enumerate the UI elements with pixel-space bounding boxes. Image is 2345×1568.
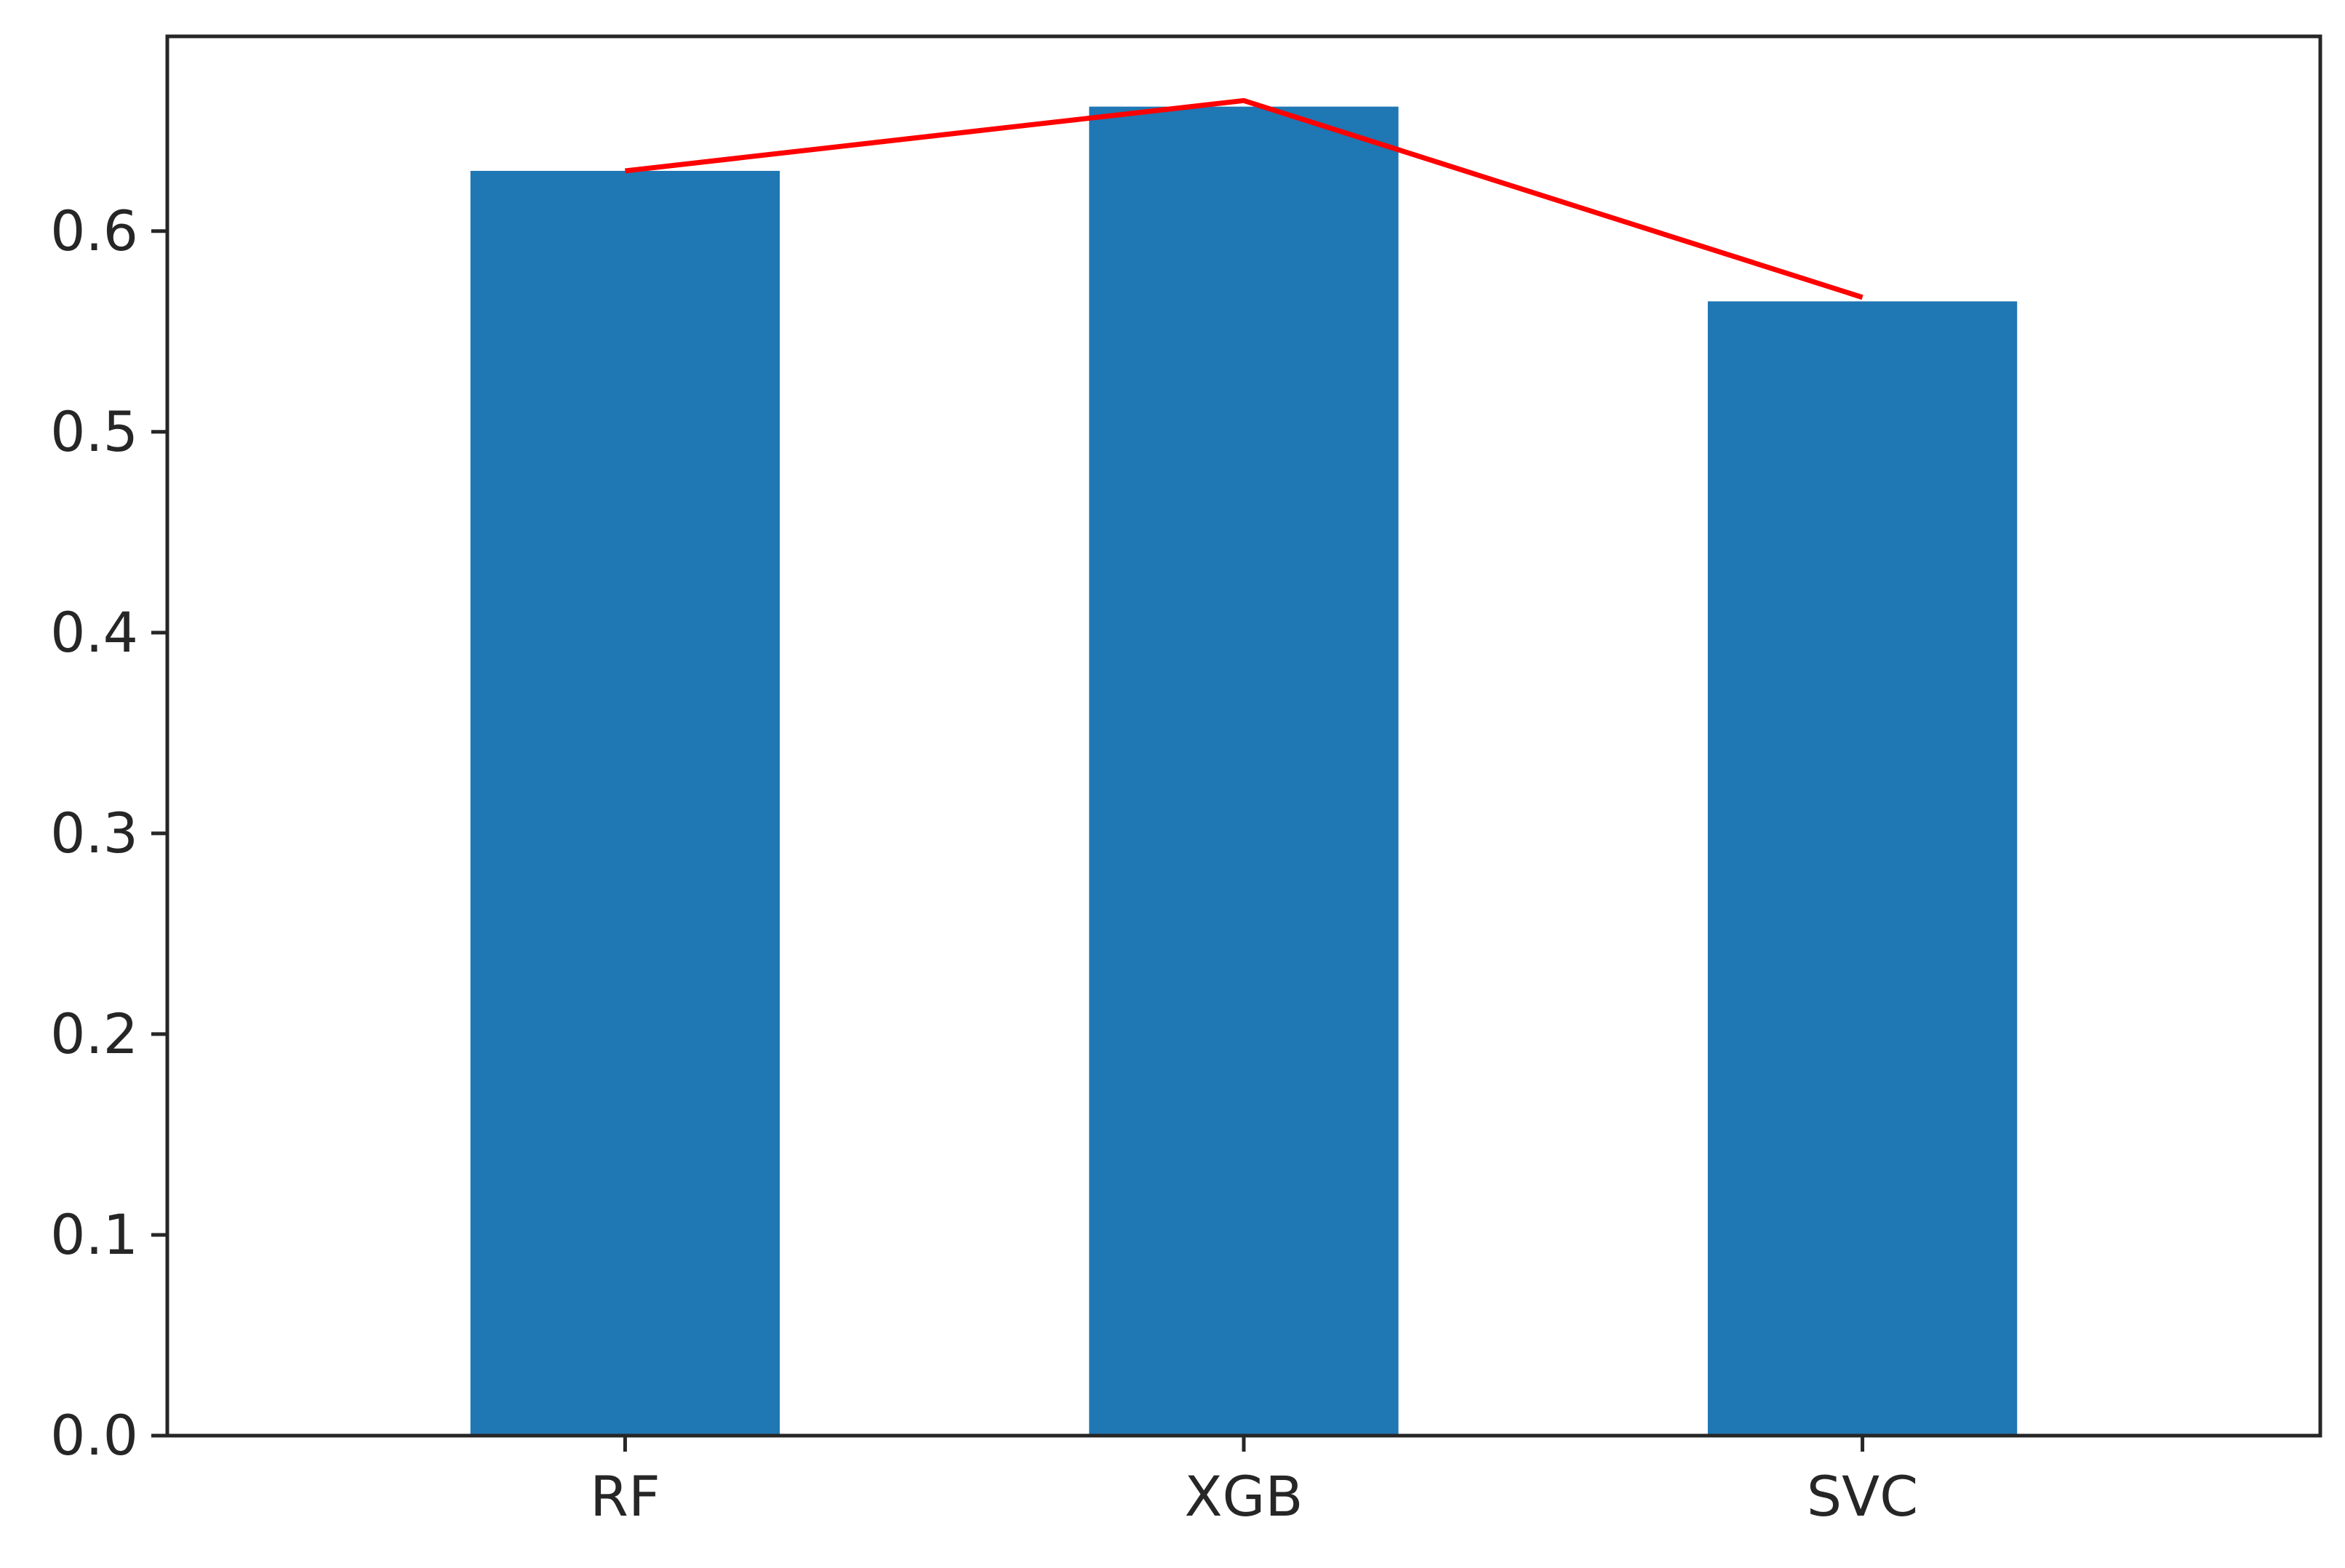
trend-line: [625, 97, 1863, 300]
x-tick-label-rf: RF: [590, 1464, 660, 1529]
y-tick-label: 0.6: [50, 199, 138, 263]
y-tick-label: 0.4: [50, 600, 138, 665]
bars: [470, 106, 2018, 1436]
x-tick-label-svc: SVC: [1807, 1464, 1918, 1529]
bar-svc: [1707, 301, 2018, 1436]
y-axis: 0.0 0.1 0.2 0.3 0.4 0.5 0.6: [50, 199, 167, 1468]
y-tick-label: 0.0: [50, 1403, 138, 1468]
bar-rf: [470, 170, 780, 1436]
y-tick-label: 0.5: [50, 399, 138, 464]
y-tick-label: 0.3: [50, 801, 138, 865]
bar-xgb: [1089, 106, 1399, 1436]
y-tick-label: 0.1: [50, 1202, 138, 1267]
trend-line-layer: [625, 97, 1863, 300]
y-tick-label: 0.2: [50, 1001, 138, 1066]
x-tick-label-xgb: XGB: [1184, 1464, 1303, 1529]
x-axis: RF XGB SVC: [590, 1436, 1918, 1529]
